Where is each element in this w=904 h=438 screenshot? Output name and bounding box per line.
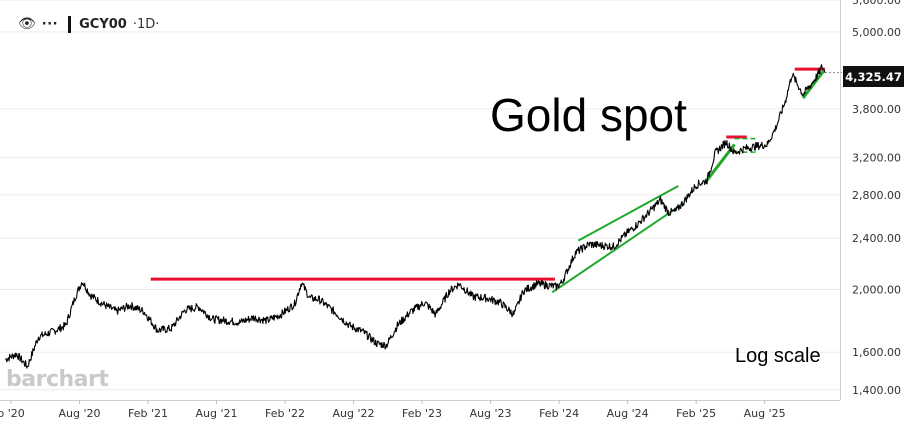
x-tick-label: Feb '24 <box>539 407 579 420</box>
x-tick-label: Feb '22 <box>265 407 305 420</box>
x-tick-label: b '20 <box>0 407 25 420</box>
x-tick-label: Aug '24 <box>607 407 649 420</box>
eye-icon[interactable]: 👁 <box>18 16 36 32</box>
x-tick-label: Feb '21 <box>128 407 168 420</box>
interval-label[interactable]: ·1D· <box>132 16 160 32</box>
log-scale-note: Log scale <box>735 345 821 367</box>
x-tick-label: Aug '21 <box>196 407 238 420</box>
y-tick-label: 5,000.00 <box>852 26 901 39</box>
y-tick-label: 3,200.00 <box>852 151 901 164</box>
axes-layer: 1,400.00 1,600.00 2,000.00 2,400.00 2,800.00… <box>0 0 901 420</box>
grid-layer <box>0 0 840 391</box>
more-dots-icon[interactable]: ··· <box>41 16 59 32</box>
x-tick-label: Feb '25 <box>676 407 716 420</box>
y-tick-label: 5,600.00 <box>852 0 901 7</box>
series-layer <box>5 64 826 369</box>
y-tick-label: 1,600.00 <box>852 346 901 359</box>
x-tick-label: Aug '25 <box>744 407 786 420</box>
breakout-line-2 <box>801 70 825 100</box>
y-tick-label: 1,400.00 <box>852 384 901 397</box>
x-tick-label: Aug '20 <box>58 407 100 420</box>
chart-title-annotation: Gold spot <box>490 89 687 141</box>
y-tick-label: 2,400.00 <box>852 232 901 245</box>
gold-price-line <box>5 64 826 369</box>
last-price-badge: 4,325.47 <box>843 66 904 87</box>
x-tick-label: Aug '23 <box>470 407 512 420</box>
trend-channel-lower <box>551 203 683 294</box>
x-tick-label: Feb '23 <box>402 407 442 420</box>
y-tick-label: 2,000.00 <box>852 283 901 296</box>
x-tick-label: Aug '22 <box>333 407 375 420</box>
symbol-label[interactable]: GCY00 <box>79 16 127 32</box>
symbol-bar[interactable]: 👁 ··· GCY00 ·1D· <box>18 12 159 36</box>
y-tick-label: 3,800.00 <box>852 103 901 116</box>
trend-channel-upper <box>577 185 679 242</box>
barchart-watermark: barchart <box>6 367 109 392</box>
symbol-divider <box>68 15 72 33</box>
y-tick-label: 2,800.00 <box>852 189 901 202</box>
